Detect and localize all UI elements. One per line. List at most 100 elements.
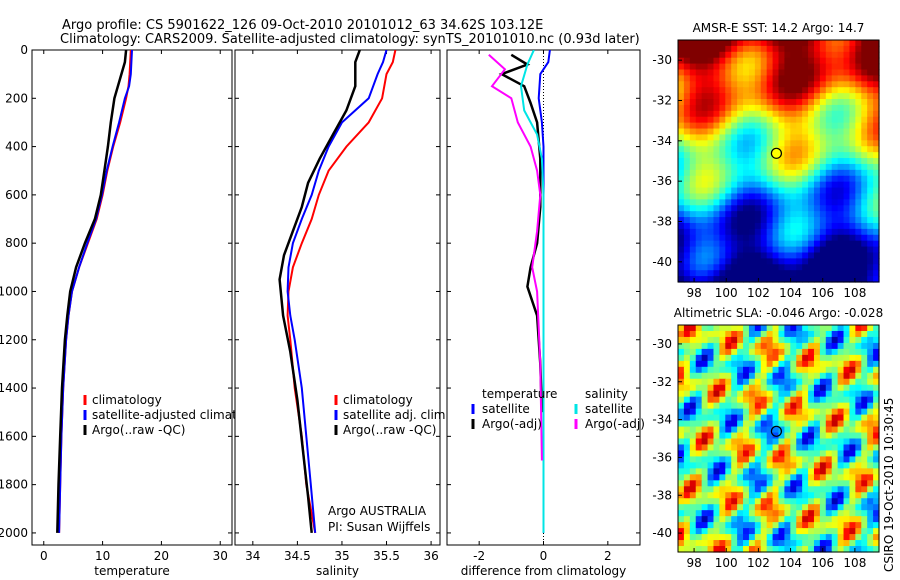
heat-cell bbox=[731, 228, 738, 236]
heat-cell bbox=[748, 152, 756, 159]
heat-cell bbox=[701, 128, 709, 136]
heat-cell bbox=[790, 240, 797, 248]
heat-cell bbox=[737, 40, 744, 47]
heat-cell bbox=[873, 234, 880, 242]
heat-cell bbox=[825, 378, 833, 386]
heat-cell bbox=[760, 240, 768, 248]
heat-cell bbox=[713, 354, 720, 362]
heat-cell bbox=[784, 205, 791, 212]
heat-cell bbox=[855, 498, 862, 505]
heat-cell bbox=[737, 498, 744, 505]
heat-cell bbox=[719, 193, 726, 200]
heat-cell bbox=[802, 486, 809, 493]
heat-cell bbox=[808, 348, 815, 356]
heat-cell bbox=[796, 498, 803, 505]
heat-cell bbox=[743, 110, 750, 118]
heat-cell bbox=[849, 325, 856, 332]
heat-cell bbox=[725, 217, 732, 224]
heat-cell bbox=[772, 116, 780, 124]
heat-cell bbox=[760, 205, 768, 212]
heat-cell bbox=[813, 360, 821, 368]
heat-cell bbox=[825, 402, 833, 410]
heat-cell bbox=[707, 276, 715, 283]
map-y-tick-label: -32 bbox=[652, 94, 672, 108]
heat-cell bbox=[725, 402, 732, 410]
heat-cell bbox=[778, 444, 786, 452]
heat-cell bbox=[778, 348, 786, 356]
heat-cell bbox=[701, 474, 709, 481]
heat-cell bbox=[802, 432, 809, 440]
legend-heading: salinity bbox=[585, 387, 628, 401]
heat-cell bbox=[861, 175, 868, 183]
heat-cell bbox=[772, 414, 780, 422]
heat-cell bbox=[849, 372, 856, 380]
heat-cell bbox=[825, 516, 833, 523]
heat-cell bbox=[678, 169, 685, 177]
heat-cell bbox=[790, 246, 797, 254]
heat-cell bbox=[689, 193, 697, 200]
heat-cell bbox=[743, 336, 750, 344]
heat-cell bbox=[743, 372, 750, 380]
heat-cell bbox=[737, 528, 744, 535]
heat-cell bbox=[784, 432, 791, 440]
heat-cell bbox=[867, 480, 874, 487]
heat-cell bbox=[719, 522, 726, 529]
heat-cell bbox=[719, 57, 726, 65]
heat-cell bbox=[819, 486, 827, 493]
heat-cell bbox=[719, 217, 726, 224]
heat-cell bbox=[813, 504, 821, 511]
heat-cell bbox=[819, 116, 827, 124]
heat-cell bbox=[825, 330, 833, 338]
heat-cell bbox=[867, 69, 874, 77]
heat-cell bbox=[737, 450, 744, 458]
heat-cell bbox=[731, 408, 738, 416]
heat-cell bbox=[725, 57, 732, 65]
heat-cell bbox=[808, 342, 815, 350]
heat-cell bbox=[831, 140, 839, 147]
heat-cell bbox=[772, 246, 780, 254]
heat-cell bbox=[790, 450, 797, 458]
heat-cell bbox=[808, 474, 815, 481]
heat-cell bbox=[837, 450, 845, 458]
heat-cell bbox=[837, 116, 845, 124]
heat-cell bbox=[689, 110, 697, 118]
heat-cell bbox=[808, 270, 815, 277]
heat-cell bbox=[784, 87, 791, 94]
heat-cell bbox=[766, 217, 774, 224]
heat-cell bbox=[855, 486, 862, 493]
heat-cell bbox=[731, 193, 738, 200]
heat-cell bbox=[784, 438, 791, 446]
heat-cell bbox=[837, 187, 845, 195]
heat-cell bbox=[867, 63, 874, 71]
heat-cell bbox=[808, 45, 815, 53]
heat-cell bbox=[689, 264, 697, 271]
heat-cell bbox=[678, 57, 685, 65]
heat-cell bbox=[754, 45, 762, 53]
heat-cell bbox=[731, 205, 738, 212]
heat-cell bbox=[766, 396, 774, 404]
heat-cell bbox=[725, 175, 732, 183]
heat-cell bbox=[784, 240, 791, 248]
heat-cell bbox=[766, 175, 774, 183]
heat-cell bbox=[754, 75, 762, 82]
heat-cell bbox=[784, 110, 791, 118]
heat-cell bbox=[701, 110, 709, 118]
heat-cell bbox=[843, 336, 851, 344]
heat-cell bbox=[849, 264, 856, 271]
heat-cell bbox=[873, 45, 880, 53]
heat-cell bbox=[719, 169, 726, 177]
heat-cell bbox=[713, 264, 720, 271]
heat-cell bbox=[731, 128, 738, 136]
heat-cell bbox=[843, 378, 851, 386]
heat-cell bbox=[778, 252, 786, 259]
heat-cell bbox=[802, 104, 809, 112]
heat-cell bbox=[861, 63, 868, 71]
heat-cell bbox=[873, 122, 880, 130]
heat-cell bbox=[843, 258, 851, 265]
heat-cell bbox=[743, 504, 750, 511]
heat-cell bbox=[796, 522, 803, 529]
heat-cell bbox=[831, 75, 839, 82]
heat-cell bbox=[849, 438, 856, 446]
heat-cell bbox=[855, 63, 862, 71]
heat-cell bbox=[760, 51, 768, 59]
